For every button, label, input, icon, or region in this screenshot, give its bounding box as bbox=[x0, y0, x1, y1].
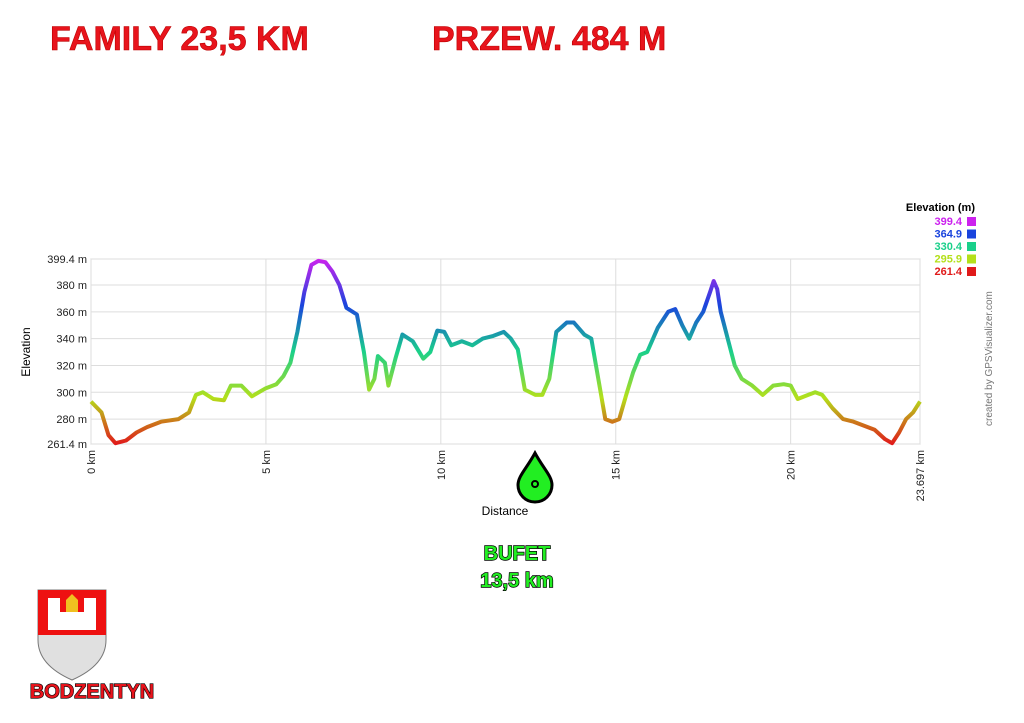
legend-label: 399.4 bbox=[934, 216, 962, 228]
x-tick-label: 5 km bbox=[261, 450, 273, 474]
annotation: BUFET bbox=[484, 543, 551, 565]
legend-swatch bbox=[967, 242, 976, 251]
bufet-icon bbox=[516, 449, 554, 504]
x-axis-title: Distance bbox=[482, 504, 529, 518]
y-tick-label: 300 m bbox=[56, 387, 87, 399]
logo-text: BODZENTYN bbox=[30, 681, 154, 703]
x-tick-label: 20 km bbox=[786, 450, 798, 480]
legend-label: 364.9 bbox=[934, 229, 962, 241]
x-tick-label: 0 km bbox=[86, 450, 98, 474]
legend-title: Elevation (m) bbox=[906, 202, 975, 214]
y-tick-label: 360 m bbox=[56, 307, 87, 319]
y-tick-label: 380 m bbox=[56, 280, 87, 292]
subtitle: PRZEW. 484 M bbox=[432, 20, 666, 58]
plot-area bbox=[90, 258, 921, 445]
credit: created by GPSVisualizer.com bbox=[984, 291, 995, 426]
legend-label: 261.4 bbox=[934, 266, 962, 278]
elevation-line bbox=[89, 258, 922, 446]
legend-swatch bbox=[967, 217, 976, 226]
y-tick-label: 320 m bbox=[56, 360, 87, 372]
y-tick-label: 280 m bbox=[56, 414, 87, 426]
y-axis-title: Elevation bbox=[19, 327, 33, 376]
legend-swatch bbox=[967, 229, 976, 239]
coat-of-arms bbox=[37, 589, 107, 681]
y-tick-label: 261.4 m bbox=[47, 439, 87, 451]
legend-label: 295.9 bbox=[934, 254, 962, 266]
x-tick-label: 23.697 km bbox=[915, 450, 927, 501]
x-tick-label: 15 km bbox=[611, 450, 623, 480]
annotation: 13,5 km bbox=[480, 570, 553, 592]
legend-swatch bbox=[967, 267, 976, 276]
legend-label: 330.4 bbox=[934, 241, 962, 253]
x-tick-label: 10 km bbox=[436, 450, 448, 480]
y-tick-label: 399.4 m bbox=[47, 254, 87, 266]
y-tick-label: 340 m bbox=[56, 334, 87, 346]
legend-swatch bbox=[967, 254, 976, 264]
title: FAMILY 23,5 KM bbox=[50, 20, 309, 58]
